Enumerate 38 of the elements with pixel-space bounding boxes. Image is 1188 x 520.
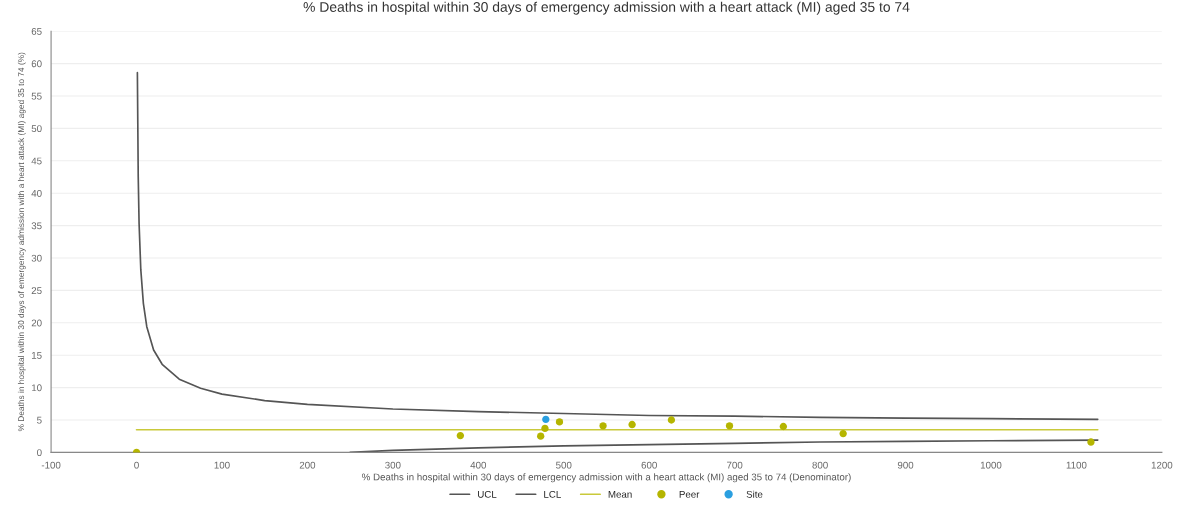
y-tick-label: 5 [37,416,42,424]
line-series [136,71,1099,421]
chart-title: % Deaths in hospital within 30 days of emergency admission with a heart attack (MI) aged 35 to 74 [303,1,910,15]
y-tick-label: 25 [31,287,42,295]
y-tick-label: 45 [31,157,42,165]
y-tick-label: 50 [31,125,42,133]
x-tick-label: 1200 [1151,461,1173,469]
x-tick-label: 1000 [980,461,1002,469]
legend-label: LCL [544,490,561,498]
y-tick-label: 60 [31,60,42,68]
line-series [349,439,1099,453]
x-tick-label: 500 [556,461,572,469]
y-tick-label: 35 [31,222,42,230]
x-axis-title: % Deaths in hospital within 30 days of emergency admission with a heart attack (MI) aged 35 to 74 (Denominator) [362,473,851,483]
x-tick-label: 700 [727,461,743,469]
legend-label: Peer [679,490,700,498]
x-tick-label: 600 [641,461,657,469]
y-tick-label: 20 [31,319,42,327]
x-tick-label: 900 [897,461,914,469]
y-tick-label: 40 [31,189,42,197]
y-tick-label: 10 [31,384,42,392]
legend-label: Site [746,490,763,498]
x-tick-label: 800 [812,461,828,469]
x-tick-label: 0 [134,461,139,469]
x-tick-label: 300 [385,461,401,469]
y-tick-label: 55 [31,92,42,100]
x-tick-label: -100 [41,461,61,469]
y-tick-label: 65 [31,27,42,35]
legend-label: Mean [608,490,632,498]
y-tick-label: 0 [37,449,42,457]
x-tick-label: 400 [470,461,487,469]
y-tick-label: 15 [31,352,42,359]
x-tick-label: 200 [299,461,316,469]
x-tick-label: 1100 [1066,461,1087,469]
legend-label: UCL [478,490,497,498]
y-tick-label: 30 [31,254,42,262]
x-tick-label: 100 [214,461,230,469]
y-axis-title: % Deaths in hospital within 30 days of emergency admission with a heart attack (MI) aged 35 to 74 (%) [17,52,26,432]
